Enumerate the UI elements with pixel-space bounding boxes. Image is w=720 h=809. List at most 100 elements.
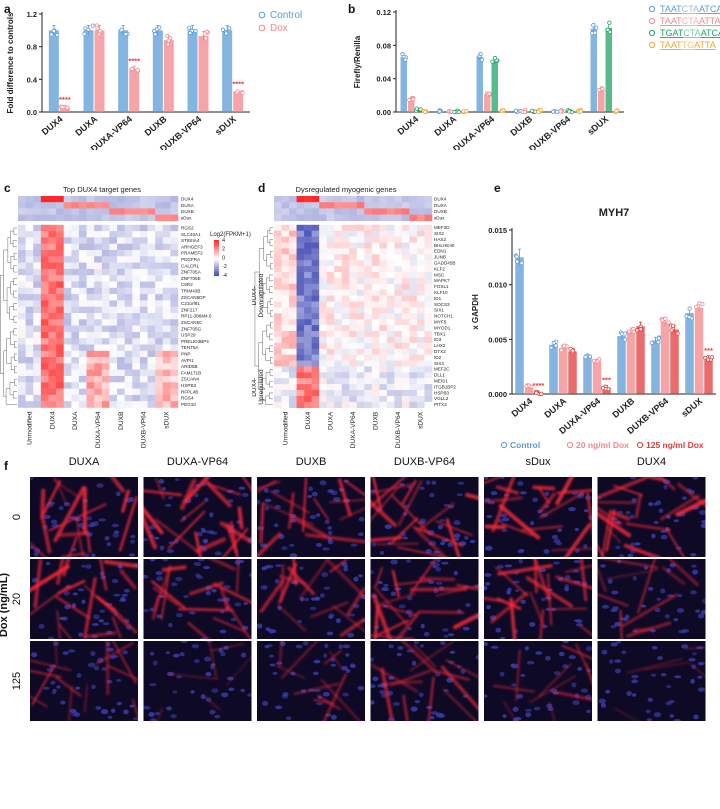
heatmap-cell xyxy=(296,202,305,209)
heatmap-cell xyxy=(319,283,327,290)
nucleus xyxy=(651,673,656,677)
heatmap-cell xyxy=(416,283,425,290)
nucleus xyxy=(614,659,622,663)
myotube xyxy=(609,510,631,521)
nucleus xyxy=(281,546,288,551)
y-tick-label: 0.015 xyxy=(488,226,507,235)
heatmap-cell xyxy=(56,256,65,263)
row-label: C6R2 xyxy=(181,282,193,287)
bar xyxy=(198,36,209,112)
heatmap-title: Top DUX4 target genes xyxy=(63,185,141,194)
heatmap-cell xyxy=(117,350,125,358)
heatmap-cell xyxy=(33,376,42,383)
nucleus xyxy=(322,691,330,697)
heatmap-cell xyxy=(416,390,425,397)
nucleus xyxy=(498,518,504,523)
myotube xyxy=(379,593,416,605)
heatmap-cell xyxy=(349,336,358,344)
nucleus xyxy=(397,646,404,650)
heatmap-cell xyxy=(296,313,305,320)
dendrogram-branch xyxy=(262,330,267,355)
heatmap-cell xyxy=(424,208,433,215)
heatmap-cell xyxy=(364,266,373,273)
heatmap-cell xyxy=(311,378,320,385)
nucleus xyxy=(664,614,670,619)
myotube xyxy=(397,546,450,557)
heatmap-cell xyxy=(63,196,72,203)
heatmap-cell xyxy=(33,325,42,333)
color-scale-step xyxy=(214,250,219,253)
heatmap-cell xyxy=(296,384,305,391)
nucleus xyxy=(357,574,363,578)
heatmap-cell xyxy=(274,214,282,222)
heatmap-cell xyxy=(356,342,365,349)
heatmap-cell xyxy=(78,262,87,270)
data-point xyxy=(123,31,128,37)
heatmap-cell xyxy=(155,350,164,358)
heatmap-cell xyxy=(94,214,103,222)
heatmap-cell xyxy=(289,395,297,403)
heatmap-cell xyxy=(139,401,148,408)
heatmap-cell xyxy=(117,325,125,333)
heatmap-cell xyxy=(48,319,57,326)
heatmap-cell xyxy=(170,287,179,295)
x-tick-label: DUXB xyxy=(143,114,169,138)
heatmap-cell xyxy=(334,331,343,338)
heatmap-cell xyxy=(409,295,418,302)
heatmap-cell xyxy=(371,202,380,209)
row-label: RGS2 xyxy=(181,226,194,231)
myotube xyxy=(143,489,183,497)
microscopy-tile xyxy=(257,641,365,721)
heatmap-cell xyxy=(78,338,87,345)
heatmap-cell xyxy=(86,275,95,282)
heatmap-cell xyxy=(409,283,418,290)
heatmap-cell xyxy=(394,236,403,243)
dendrogram-branch xyxy=(269,298,273,305)
heatmap-cell xyxy=(86,268,95,276)
heatmap-cell xyxy=(71,325,80,333)
heatmap-cell xyxy=(274,378,282,385)
heatmap-cell xyxy=(349,331,358,338)
heatmap-cell xyxy=(124,224,133,232)
myotube xyxy=(194,531,207,557)
heatmap-cell xyxy=(296,295,305,302)
heatmap-cell xyxy=(289,301,297,308)
heatmap-cell xyxy=(289,331,297,338)
nucleus xyxy=(611,590,619,595)
data-point xyxy=(578,109,583,114)
heatmap-cell xyxy=(18,262,26,270)
heatmap-cell xyxy=(296,248,305,255)
heatmap-cell xyxy=(409,208,418,215)
heatmap-cell xyxy=(139,294,148,301)
heatmap-cell xyxy=(416,307,425,314)
nucleus xyxy=(526,660,535,665)
myotube xyxy=(111,607,138,634)
heatmap-cell xyxy=(274,372,282,379)
nucleus xyxy=(269,663,276,667)
heatmap-cell xyxy=(86,363,95,370)
heatmap-cell xyxy=(155,338,164,345)
heatmap-cell xyxy=(86,202,95,209)
heatmap-cell xyxy=(281,224,290,231)
heatmap-cell xyxy=(304,242,312,249)
heatmap-cell xyxy=(94,394,103,402)
microscopy-tile xyxy=(143,559,252,639)
heatmap-cell xyxy=(63,344,72,352)
microscopy-tile xyxy=(370,477,479,557)
heatmap-cell xyxy=(78,401,87,408)
heatmap-cell xyxy=(289,384,297,391)
heatmap-cell xyxy=(101,287,110,295)
heatmap-cell xyxy=(109,214,118,222)
heatmap-cell xyxy=(364,289,373,296)
heatmap-cell xyxy=(132,196,141,203)
nucleus xyxy=(524,708,532,712)
data-point xyxy=(558,109,563,114)
heatmap-cell xyxy=(117,401,125,408)
nucleus xyxy=(129,539,136,544)
heatmap-cell xyxy=(281,242,290,249)
myotube xyxy=(132,698,138,721)
heatmap-cell xyxy=(40,214,49,222)
heatmap-cell xyxy=(147,325,156,333)
heatmap-cell xyxy=(304,354,312,361)
